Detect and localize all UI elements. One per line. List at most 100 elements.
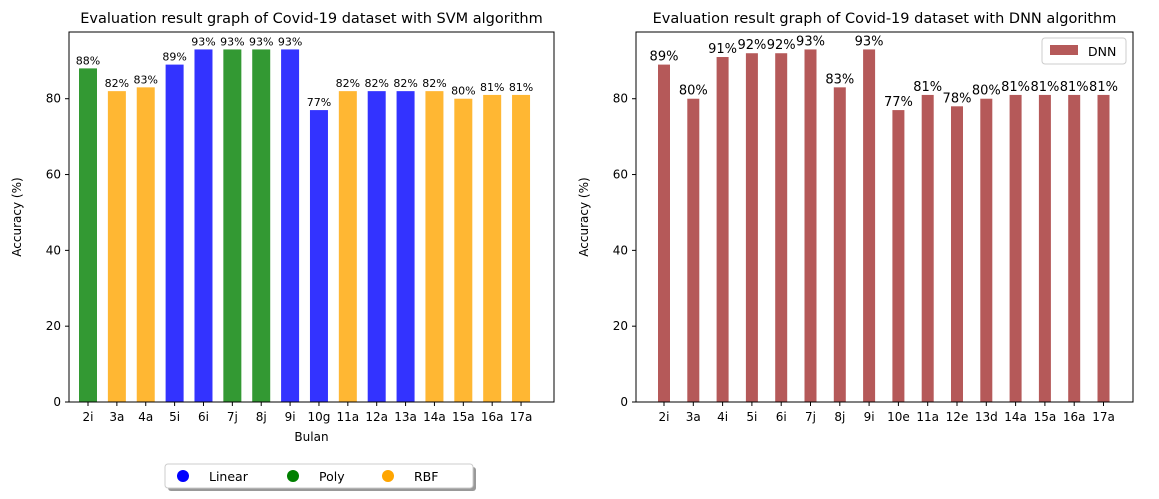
legend-label: Linear [209,469,249,484]
legend-label: Poly [319,469,345,484]
axes-frame [68,31,555,403]
data-label: 92% [737,38,766,53]
bar [1097,94,1110,402]
x-tick-label: 13d [975,410,998,424]
data-label: 77% [307,96,331,109]
x-tick-label: 17a [1092,410,1115,424]
data-label: 93% [220,35,244,48]
data-label: 91% [708,42,737,57]
data-label: 81% [509,81,533,94]
legend-marker [382,470,394,482]
x-tick-label: 17a [510,410,533,424]
x-tick-label: 15a [452,410,475,424]
x-tick-label: 6i [776,410,787,424]
data-label: 89% [650,50,679,65]
y-tick-label: 0 [53,395,61,409]
x-tick-label: 13a [394,410,417,424]
x-tick-label: 15a [1034,410,1057,424]
data-label: 92% [767,38,796,53]
legend-box [1041,37,1127,65]
legend-label: RBF [414,469,438,484]
bar [79,68,97,403]
data-label: 78% [943,91,972,106]
x-tick-label: 3a [109,410,124,424]
x-tick-label: 14a [423,410,446,424]
bar [1009,94,1022,402]
x-tick-label: 12e [946,410,969,424]
bar [309,110,328,402]
x-tick-label: 5i [169,410,180,424]
x-tick-label: 3a [686,410,701,424]
chart-1: 89% 2i 80% 3a 91% 4i 92% 5i 92% 6i 93% 7j 83% 8j 93% 9i… [577,11,1134,424]
x-tick-label: 16a [1063,410,1086,424]
bar [367,91,386,402]
bar [716,57,729,402]
legend-box [164,463,474,489]
legend: DNN [1041,37,1127,65]
y-axis-label: Accuracy (%) [577,177,591,256]
data-label: 77% [884,95,913,110]
data-label: 82% [105,77,129,90]
x-tick-label: 11a [337,410,360,424]
y-axis-label: Accuracy (%) [10,177,24,256]
data-label: 93% [278,35,302,48]
x-tick-label: 6i [198,410,209,424]
data-label: 82% [422,77,446,90]
x-tick-label: 7j [805,410,816,424]
data-label: 81% [913,80,942,95]
legend-label: DNN [1088,44,1116,59]
bar [281,49,300,402]
data-label: 93% [855,34,884,49]
chart-0: 88% 2i 82% 3a 83% 4a 89% 5i 93% 6i 93% 7j 93% 8j 93% 9i… [10,11,555,491]
y-tick-label: 60 [613,168,628,182]
bar [483,94,502,402]
data-label: 93% [796,34,825,49]
x-tick-label: 8j [256,410,267,424]
y-tick-label: 20 [613,319,628,333]
data-label: 83% [825,72,854,87]
data-label: 82% [364,77,388,90]
data-label: 93% [249,35,273,48]
bar [951,106,963,402]
chart-title: Evaluation result graph of Covid-19 data… [653,11,1117,27]
x-tick-label: 5i [746,410,757,424]
y-tick-label: 60 [46,168,61,182]
bar [252,49,271,402]
x-tick-label: 2i [659,410,670,424]
legend-marker [177,470,189,482]
legend: Linear Poly RBF [164,463,476,491]
data-label: 80% [972,84,1001,99]
x-tick-label: 12a [365,410,388,424]
bar [921,94,934,402]
y-tick-label: 80 [46,92,61,106]
bar [396,91,415,402]
y-tick-label: 0 [620,395,628,409]
x-tick-label: 11a [916,410,939,424]
data-label: 80% [679,84,708,99]
data-label: 81% [480,81,504,94]
bar [833,87,846,402]
y-tick-label: 80 [613,92,628,106]
data-label: 89% [162,51,186,64]
data-label: 81% [1030,80,1059,95]
bar [223,49,242,402]
bar [863,49,876,402]
data-label: 81% [1060,80,1089,95]
axes-frame [635,31,1134,403]
bar [454,98,473,402]
data-label: 82% [336,77,360,90]
data-label: 93% [191,35,215,48]
bar [107,91,126,402]
x-tick-label: 8j [834,410,845,424]
x-tick-label: 4i [717,410,728,424]
bar [425,91,444,402]
data-label: 81% [1089,80,1118,95]
bar [1068,94,1081,402]
x-tick-label: 4a [138,410,153,424]
legend-marker [287,470,299,482]
bar [804,49,817,402]
bar [980,98,993,402]
bar [165,64,184,402]
bar [892,110,905,402]
